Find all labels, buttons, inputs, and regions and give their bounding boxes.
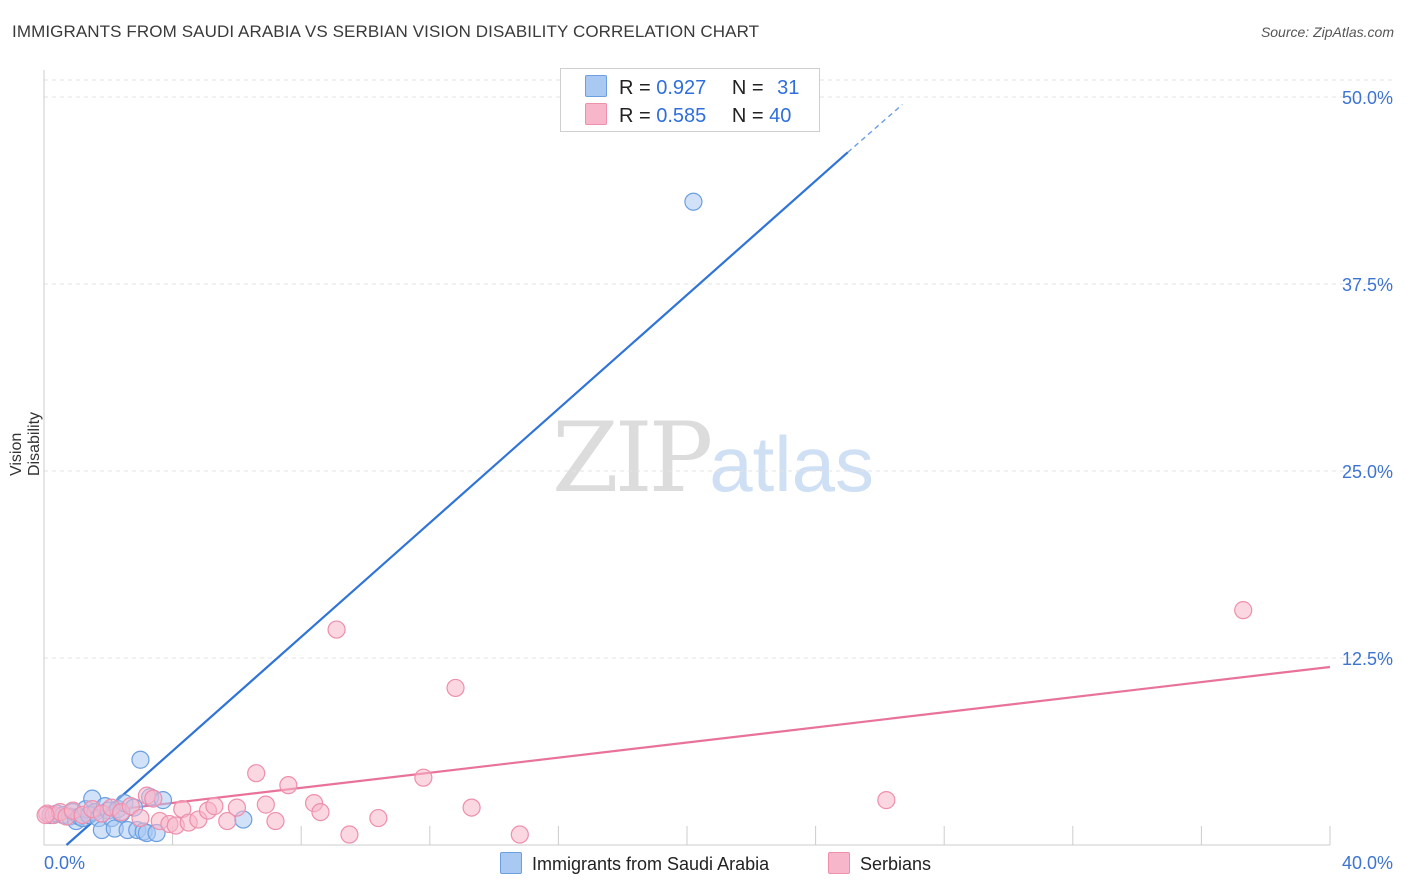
- x-tick-label: 40.0%: [1342, 853, 1393, 873]
- data-point-serbians: [247, 764, 266, 783]
- data-point-saudi: [684, 192, 703, 211]
- legend-r-value: 0.585: [656, 105, 707, 127]
- x-tick-label: 0.0%: [44, 853, 85, 873]
- data-point-serbians: [227, 798, 246, 817]
- data-point-serbians: [877, 791, 896, 810]
- y-axis-label: Vision Disability: [8, 411, 43, 476]
- stats-legend: R = 0.927 N = 31 R = 0.585 N = 40: [560, 68, 820, 132]
- series-swatch-saudi: [500, 852, 522, 874]
- series-legend-serbians: Serbians: [828, 852, 931, 875]
- data-point-serbians: [414, 768, 433, 787]
- data-point-serbians: [36, 805, 55, 825]
- data-point-serbians: [279, 776, 298, 795]
- watermark-atlas: atlas: [709, 420, 874, 508]
- y-tick-label: 12.5%: [1342, 649, 1393, 669]
- legend-row-serbian: R = 0.585 N = 40: [585, 103, 791, 128]
- grid: [44, 79, 1392, 659]
- chart-title: IMMIGRANTS FROM SAUDI ARABIA VS SERBIAN …: [12, 22, 760, 41]
- legend-row-saudi: R = 0.927 N = 31: [585, 75, 799, 100]
- data-point-serbians: [327, 620, 346, 639]
- watermark-zip: ZIP: [552, 402, 713, 514]
- trend-line-saudi: [65, 151, 849, 846]
- y-tick-label: 50.0%: [1342, 88, 1393, 108]
- data-point-serbians: [218, 811, 237, 831]
- series-legend-label: Serbians: [860, 854, 932, 874]
- series-legend-saudi: Immigrants from Saudi Arabia: [500, 852, 769, 875]
- data-point-serbians: [144, 789, 163, 808]
- source-label: Source: ZipAtlas.com: [1260, 24, 1394, 40]
- y-tick-label: 37.5%: [1342, 275, 1393, 295]
- legend-r-label: R =: [619, 77, 657, 99]
- data-point-serbians: [311, 802, 330, 822]
- tick-labels: 12.5% 25.0% 37.5% 50.0% 0.0% 40.0%: [44, 88, 1393, 873]
- legend-r-label: R =: [619, 105, 657, 127]
- data-point-serbians: [1234, 601, 1253, 620]
- legend-n-label: N =: [731, 77, 770, 99]
- data-point-serbians: [266, 811, 285, 831]
- trend-lines: [43, 103, 1331, 846]
- data-point-serbians: [340, 825, 359, 844]
- legend-n-value: 31: [777, 77, 800, 99]
- data-point-serbians: [462, 798, 481, 817]
- legend-n-value: 40: [769, 105, 792, 127]
- legend-n-label: N =: [731, 105, 770, 127]
- series-swatch-serbians: [828, 852, 850, 874]
- axes: [43, 70, 1331, 846]
- data-points: [36, 192, 1253, 844]
- legend-swatch-serbian: [585, 103, 607, 125]
- data-point-serbians: [510, 825, 529, 844]
- data-point-serbians: [205, 797, 224, 816]
- legend-r-value: 0.927: [656, 77, 707, 99]
- data-point-saudi: [131, 750, 150, 769]
- legend-swatch-saudi: [585, 75, 607, 97]
- data-point-serbians: [369, 808, 388, 828]
- data-point-serbians: [446, 678, 465, 698]
- data-point-serbians: [131, 808, 150, 828]
- series-legend-label: Immigrants from Saudi Arabia: [532, 854, 770, 874]
- trend-line-serbians: [43, 665, 1331, 820]
- data-point-serbians: [256, 795, 275, 814]
- watermark: ZIPatlas: [552, 402, 874, 514]
- data-point-serbians: [121, 797, 140, 816]
- y-tick-label: 25.0%: [1342, 462, 1393, 482]
- trend-line-extension: [847, 103, 903, 153]
